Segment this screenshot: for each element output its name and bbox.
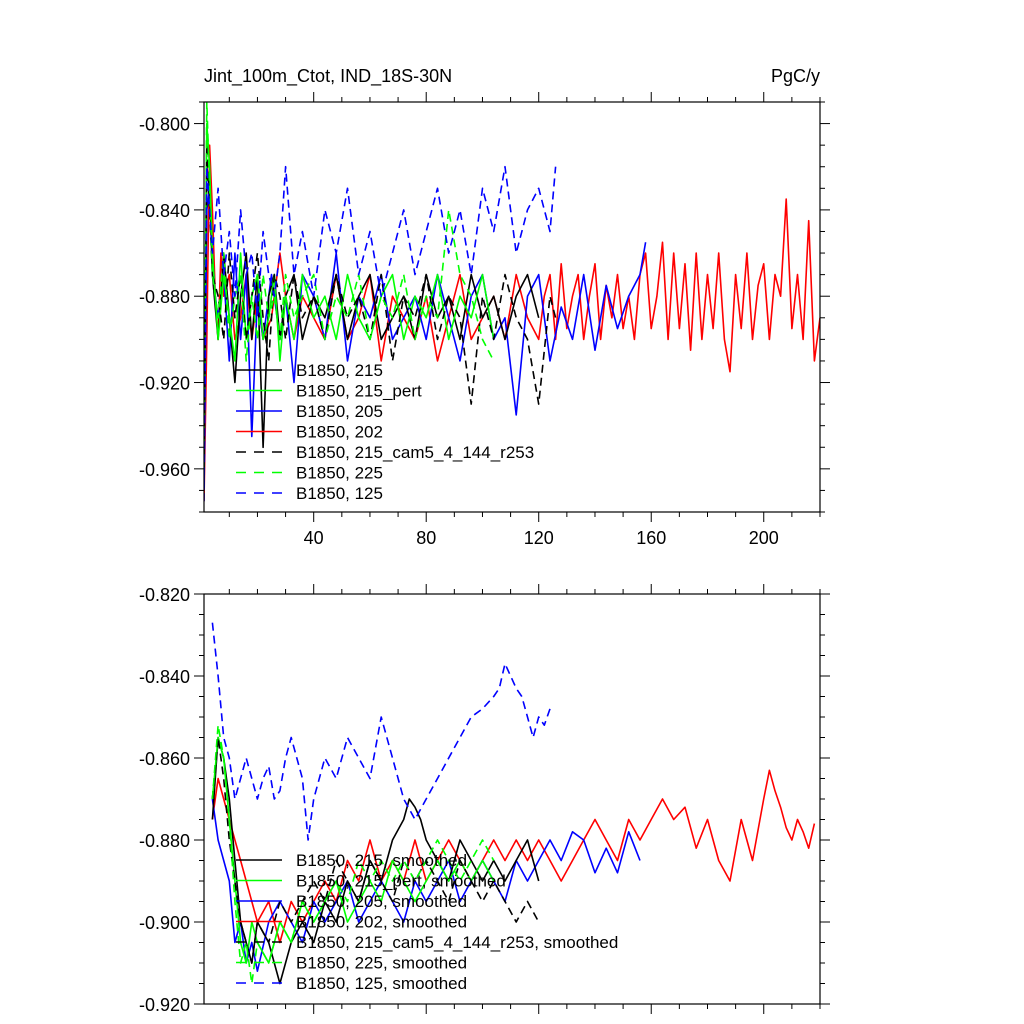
series-group bbox=[211, 622, 816, 985]
legend-label: B1850, 202, smoothed bbox=[296, 913, 467, 932]
legend-label: B1850, 215_pert, smoothed bbox=[296, 872, 506, 891]
top-panel: 40 80 120 160 200 -0.960 -0.920 -0.880 -0.840 -0.… bbox=[139, 92, 830, 548]
legend-label: B1850, 225, smoothed bbox=[296, 954, 467, 973]
series-line-b1850-225-smoothed bbox=[211, 724, 495, 985]
plot-frame bbox=[203, 101, 821, 513]
y-tick-label: -0.900 bbox=[139, 913, 190, 933]
legend: B1850, 215, smoothed B1850, 215_pert, smo… bbox=[236, 851, 618, 993]
y-tick-label: -0.820 bbox=[139, 585, 190, 605]
x-tick-label: 160 bbox=[636, 528, 666, 548]
legend-label: B1850, 205, smoothed bbox=[296, 892, 467, 911]
x-tick-label: 40 bbox=[304, 528, 324, 548]
series-line-b1850-205 bbox=[204, 187, 647, 491]
x-tick-label: 200 bbox=[749, 528, 779, 548]
y-tick-label: -0.920 bbox=[139, 374, 190, 394]
legend-label: B1850, 215_cam5_4_144_r253, smoothed bbox=[296, 933, 618, 952]
legend-label: B1850, 125, smoothed bbox=[296, 974, 467, 993]
y-tick-label: -0.920 bbox=[139, 995, 190, 1015]
legend-label: B1850, 202 bbox=[296, 423, 383, 442]
legend-label: B1850, 215, smoothed bbox=[296, 851, 467, 870]
series-line-b1850-125-smoothed bbox=[211, 622, 551, 841]
legend-label: B1850, 215_cam5_4_144_r253 bbox=[296, 443, 534, 462]
y-tick-label: -0.960 bbox=[139, 460, 190, 480]
y-tick-label: -0.840 bbox=[139, 667, 190, 687]
series-group bbox=[204, 102, 820, 502]
y-tick-label: -0.880 bbox=[139, 287, 190, 307]
series-line-b1850-215-pert bbox=[204, 122, 495, 469]
x-tick-label: 120 bbox=[524, 528, 554, 548]
legend-label: B1850, 205 bbox=[296, 402, 383, 421]
y-tick-label: -0.840 bbox=[139, 201, 190, 221]
y-tick-label: -0.880 bbox=[139, 831, 190, 851]
series-line-b1850-215-cam5-4-144-r253 bbox=[204, 144, 557, 469]
series-line-b1850-205-smoothed bbox=[211, 798, 641, 973]
y-tick-label: -0.860 bbox=[139, 749, 190, 769]
x-tick-label: 80 bbox=[416, 528, 436, 548]
legend-label: B1850, 215_pert bbox=[296, 382, 422, 401]
legend-label: B1850, 225 bbox=[296, 464, 383, 483]
chart-units: PgC/y bbox=[771, 66, 820, 86]
legend-label: B1850, 215 bbox=[296, 361, 383, 380]
legend-label: B1850, 125 bbox=[296, 484, 383, 503]
chart-title: Jint_100m_Ctot, IND_18S-30N bbox=[204, 66, 452, 87]
series-line-b1850-125 bbox=[204, 165, 557, 502]
series-line-b1850-215-pert-smoothed bbox=[211, 736, 495, 964]
y-tick-label: -0.800 bbox=[139, 115, 190, 135]
bottom-panel: -0.920 -0.900 -0.880 -0.860 -0.840 -0.820 B185… bbox=[139, 584, 830, 1015]
